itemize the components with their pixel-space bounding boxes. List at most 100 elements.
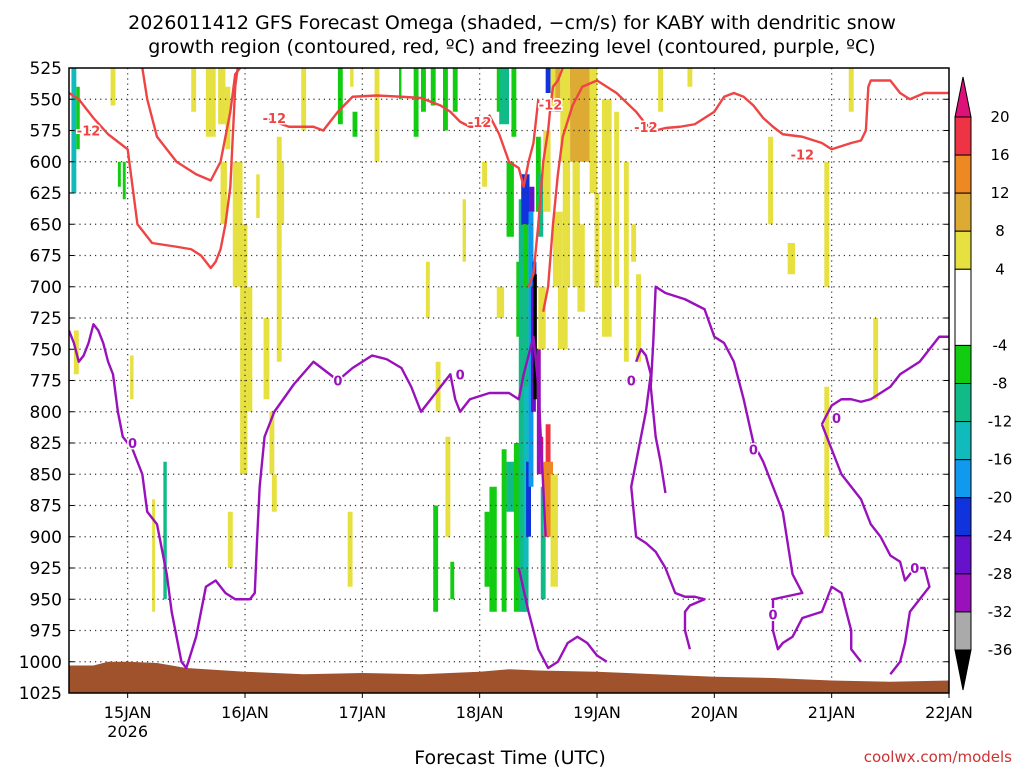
- terrain-fill: [69, 661, 949, 693]
- omega-cell: [501, 449, 507, 612]
- freezing-contour-line: [517, 567, 608, 670]
- colorbar-band: [954, 116, 972, 156]
- colorbar-band: [954, 268, 972, 346]
- x-tick-label: 19JAN: [573, 703, 621, 722]
- colorbar-band: [954, 611, 972, 651]
- omega-cell: [545, 68, 551, 93]
- colorbar-band: [954, 459, 972, 499]
- colorbar-label: -8: [993, 375, 1008, 393]
- omega-cell: [76, 86, 80, 150]
- omega-cell: [557, 286, 568, 350]
- colorbar-label: 4: [995, 260, 1005, 278]
- dendritic-contour-label: -12: [77, 125, 101, 140]
- omega-cell: [130, 355, 134, 400]
- omega-cell: [263, 318, 270, 400]
- omega-cell: [873, 318, 879, 400]
- x-tick-label: 22JAN: [925, 703, 973, 722]
- x-tick-label: 17JAN: [338, 703, 386, 722]
- omega-cell: [352, 111, 358, 137]
- omega-cell: [425, 261, 430, 318]
- y-axis: 525 550 575 600 625 650 675 700 725 750 775 800 825 8…: [19, 59, 949, 704]
- freezing-contour-label: 0: [627, 375, 636, 390]
- omega-cell: [560, 68, 571, 162]
- y-tick-label: 700: [30, 278, 62, 298]
- y-tick-label: 575: [30, 122, 62, 142]
- y-tick-label: 725: [30, 309, 62, 329]
- y-tick-label: 1000: [19, 653, 62, 673]
- omega-cell: [687, 68, 693, 87]
- omega-cell: [413, 68, 419, 137]
- y-tick-label: 950: [30, 590, 62, 610]
- omega-cell: [122, 161, 126, 200]
- dendritic-contour-line: [264, 94, 540, 188]
- y-tick-label: 675: [30, 247, 62, 267]
- colorbar-band: [954, 344, 972, 384]
- dendritic-contour-line: [542, 79, 949, 312]
- omega-cell: [205, 68, 216, 137]
- x-tick-label: 16JAN: [221, 703, 269, 722]
- freezing-contour-label: 0: [749, 443, 758, 458]
- omega-cell: [533, 274, 537, 400]
- omega-cell: [110, 68, 116, 106]
- chart-title-line2: growth region (contoured, red, ºC) and f…: [148, 36, 875, 58]
- omega-cell: [484, 511, 490, 587]
- terrain: [69, 661, 949, 693]
- colorbar-band: [954, 383, 972, 423]
- omega-cell: [523, 224, 528, 287]
- omega-cell: [824, 161, 830, 287]
- omega-cell: [521, 174, 530, 225]
- colorbar-label: -20: [988, 489, 1013, 507]
- omega-cell: [553, 211, 563, 287]
- omega-cell: [450, 561, 455, 600]
- freezing-contour-line: [69, 323, 547, 670]
- x-tick-label: 20JAN: [690, 703, 738, 722]
- credit-text: coolwx.com/models: [864, 748, 1012, 766]
- omega-cell: [191, 68, 197, 112]
- omega-cell: [445, 436, 451, 537]
- omega-cell: [601, 99, 612, 337]
- colorbar-label: -4: [993, 336, 1008, 354]
- omega-cell: [374, 68, 380, 162]
- dendritic-contour-label: -12: [468, 116, 492, 131]
- y-tick-label: 975: [30, 622, 62, 642]
- omega-cell: [399, 68, 402, 100]
- omega-cell: [623, 161, 629, 362]
- y-tick-label: 850: [30, 465, 62, 485]
- omega-cell: [562, 161, 571, 287]
- omega-cell: [529, 186, 535, 212]
- colorbar-band: [954, 230, 972, 270]
- omega-cell: [435, 361, 441, 412]
- dendritic-contour-label: -12: [539, 98, 563, 113]
- colorbar-band: [954, 421, 972, 461]
- omega-cell: [227, 511, 233, 568]
- freezing-contour-line: [630, 348, 706, 650]
- x-tick-label: 18JAN: [456, 703, 504, 722]
- freezing-contour-label: 0: [768, 608, 777, 623]
- omega-cell: [452, 68, 458, 112]
- omega-cell: [526, 461, 531, 537]
- omega-cell: [276, 136, 282, 362]
- colorbar-label: 16: [990, 146, 1009, 164]
- omega-cell: [421, 68, 426, 112]
- colorbar-label: -16: [988, 451, 1013, 469]
- colorbar-label: 8: [995, 222, 1005, 240]
- omega-cell: [496, 286, 505, 318]
- y-tick-label: 825: [30, 434, 62, 454]
- y-tick-label: 625: [30, 184, 62, 204]
- omega-cell: [518, 199, 529, 612]
- freezing-contour-line: [649, 285, 862, 663]
- omega-cell: [433, 505, 439, 612]
- colorbar-band: [954, 192, 972, 232]
- omega-cell: [555, 68, 561, 112]
- colorbar-band: [954, 535, 972, 575]
- omega-cell: [589, 68, 597, 193]
- omega-cell: [462, 199, 466, 262]
- colorbar: 20 16 12 8 4 -4 -8 -12 -16 -20 -24 -28 -32 -36: [954, 76, 1013, 691]
- omega-cell: [543, 130, 551, 212]
- y-tick-label: 525: [30, 59, 62, 79]
- colorbar-label: -32: [988, 603, 1013, 621]
- omega-shading: [71, 68, 879, 612]
- omega-cell: [550, 68, 558, 112]
- y-tick-label: 925: [30, 559, 62, 579]
